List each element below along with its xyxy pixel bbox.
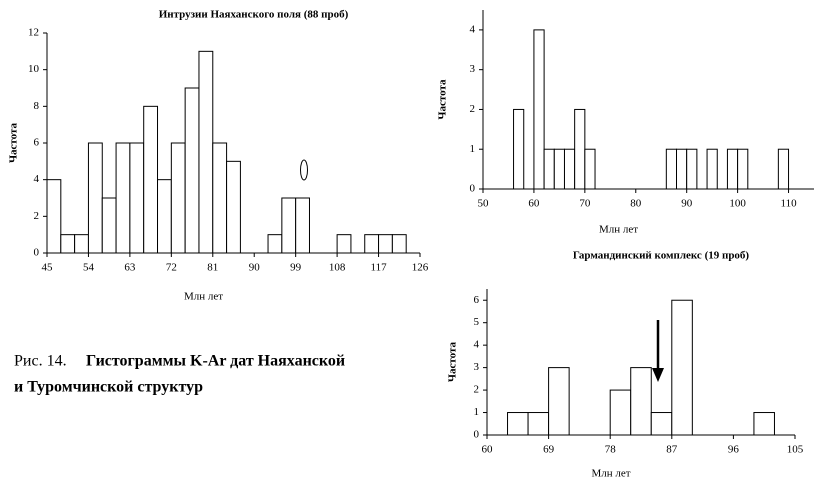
x-tick-label: 99 xyxy=(290,262,302,274)
x-tick-label: 63 xyxy=(124,262,136,274)
bar xyxy=(543,148,555,190)
x-tick-label: 81 xyxy=(207,262,218,274)
x-tick-label: 108 xyxy=(329,262,346,274)
bar xyxy=(584,148,596,190)
bar xyxy=(507,412,529,436)
x-tick-label: 54 xyxy=(83,262,95,274)
annotation-arrowhead xyxy=(652,368,664,382)
y-tick-label: 3 xyxy=(474,361,480,373)
bar xyxy=(676,148,688,190)
y-axis-label: Частота xyxy=(447,341,459,382)
bar xyxy=(184,87,200,254)
bar xyxy=(533,29,545,190)
x-tick-label: 60 xyxy=(528,198,540,210)
y-tick-label: 8 xyxy=(34,100,40,112)
bar xyxy=(527,412,550,436)
bar xyxy=(157,179,172,254)
x-tick-label: 72 xyxy=(166,262,177,274)
bar xyxy=(665,148,678,190)
x-tick-label: 110 xyxy=(780,198,797,210)
y-tick-label: 4 xyxy=(470,23,476,35)
bar xyxy=(777,148,790,190)
bar xyxy=(198,50,214,254)
bar xyxy=(364,234,380,254)
x-tick-label: 69 xyxy=(543,444,555,456)
x-tick-label: 90 xyxy=(249,262,261,274)
bar xyxy=(609,389,632,436)
bar xyxy=(753,412,775,436)
y-axis-label: Частота xyxy=(8,122,20,163)
bar xyxy=(212,142,228,254)
x-tick-label: 45 xyxy=(42,262,54,274)
y-tick-label: 2 xyxy=(474,384,480,396)
bar xyxy=(563,148,576,190)
x-axis-label: Млн лет xyxy=(184,291,223,303)
bar xyxy=(60,234,76,254)
bar xyxy=(87,142,103,254)
bar xyxy=(336,234,352,254)
bar xyxy=(74,234,89,254)
bar xyxy=(737,148,749,190)
x-tick-label: 80 xyxy=(630,198,642,210)
bar xyxy=(671,299,693,436)
x-tick-label: 126 xyxy=(412,262,429,274)
bar xyxy=(553,148,565,190)
y-tick-label: 1 xyxy=(470,143,476,155)
bar xyxy=(281,197,297,254)
y-tick-label: 4 xyxy=(34,173,40,185)
x-tick-label: 60 xyxy=(482,444,494,456)
bar xyxy=(686,148,698,190)
y-tick-label: 0 xyxy=(470,183,476,195)
bar xyxy=(391,234,407,254)
x-tick-label: 100 xyxy=(729,198,746,210)
bar xyxy=(170,142,186,254)
x-tick-label: 78 xyxy=(605,444,617,456)
x-tick-label: 50 xyxy=(478,198,490,210)
bar xyxy=(513,108,525,190)
bar xyxy=(548,367,570,436)
x-axis-label: Млн лет xyxy=(599,224,638,236)
y-tick-label: 3 xyxy=(470,63,476,75)
bar xyxy=(101,197,117,254)
x-tick-label: 90 xyxy=(681,198,693,210)
bar xyxy=(226,160,241,254)
bar xyxy=(630,367,652,436)
x-axis-label: Млн лет xyxy=(591,468,630,480)
bar xyxy=(129,142,145,254)
caption-line: и Туромчинской структур xyxy=(14,379,203,396)
bar xyxy=(46,179,62,254)
x-tick-label: 70 xyxy=(579,198,591,210)
y-tick-label: 6 xyxy=(34,137,40,149)
y-tick-label: 6 xyxy=(474,294,480,306)
x-tick-label: 105 xyxy=(787,444,804,456)
y-tick-label: 4 xyxy=(474,339,480,351)
x-tick-label: 87 xyxy=(666,444,678,456)
y-tick-label: 12 xyxy=(28,27,39,39)
x-tick-label: 117 xyxy=(371,262,388,274)
bar xyxy=(267,234,283,254)
y-tick-label: 0 xyxy=(474,429,480,441)
bar xyxy=(115,142,131,254)
y-tick-label: 1 xyxy=(474,406,480,418)
bar xyxy=(378,234,393,254)
y-tick-label: 5 xyxy=(474,316,480,328)
chart-title: Интрузии Наяханского поля (88 проб) xyxy=(159,9,349,21)
y-tick-label: 10 xyxy=(28,63,40,75)
chart-title: Гармандинский комплекс (19 проб) xyxy=(573,250,750,262)
bar xyxy=(574,108,586,190)
bar xyxy=(295,197,310,254)
caption-line: Гистограммы K-Ar дат Наяханской xyxy=(86,353,345,370)
y-tick-label: 2 xyxy=(34,210,40,222)
annotation-oval xyxy=(300,159,308,181)
bar xyxy=(726,148,739,190)
x-tick-label: 96 xyxy=(728,444,740,456)
bar xyxy=(706,148,718,190)
bar xyxy=(143,105,159,254)
caption-label: Рис. 14. xyxy=(14,353,67,370)
y-axis-label: Частота xyxy=(437,79,449,120)
bar xyxy=(650,412,673,436)
y-tick-label: 0 xyxy=(34,247,40,259)
y-tick-label: 2 xyxy=(470,103,476,115)
